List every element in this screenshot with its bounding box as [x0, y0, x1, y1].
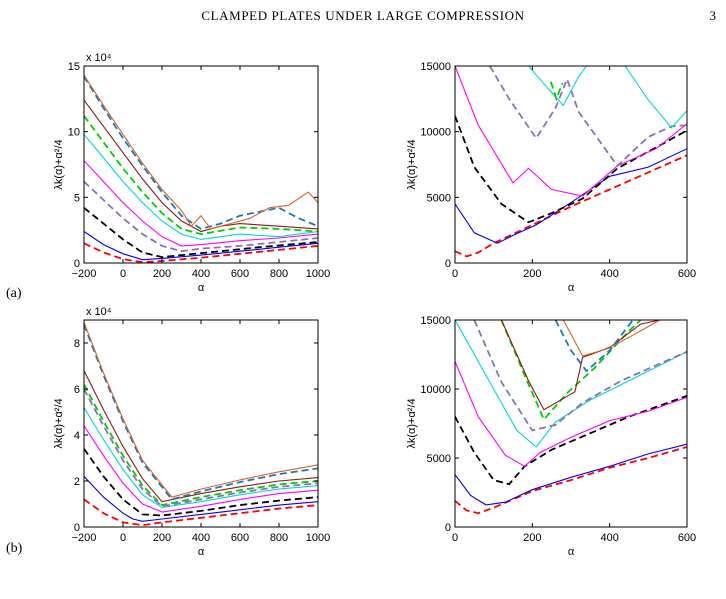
- series-line-a-right-6: [624, 66, 687, 129]
- x-axis-label-a-right: α: [568, 282, 575, 294]
- series-line-b-left-9: [84, 322, 318, 498]
- y-tick-label-a-left-1: 5: [74, 192, 80, 204]
- series-line-a-right-0: [455, 154, 687, 258]
- y-tick-label-b-left-2: 4: [74, 430, 80, 442]
- series-line-b-left-1: [84, 476, 318, 522]
- series-line-b-right-8: [554, 320, 634, 373]
- page-header: CLAMPED PLATES UNDER LARGE COMPRESSION 3: [0, 8, 726, 28]
- x-tick-label-a-left-4: 600: [231, 268, 249, 280]
- series-line-b-right-1: [455, 443, 687, 506]
- x-tick-label-a-right-1: 200: [523, 268, 541, 280]
- series-line-b-right-6: [500, 320, 642, 422]
- y-tick-label-b-right-2: 10000: [420, 384, 451, 396]
- y-axis-label-b-left: λk(α)+α²/4: [53, 398, 65, 448]
- x-tick-label-a-right-2: 400: [600, 268, 618, 280]
- y-tick-label-b-right-3: 15000: [420, 315, 451, 327]
- series-line-a-right-4: [489, 66, 687, 168]
- running-title: CLAMPED PLATES UNDER LARGE COMPRESSION: [201, 8, 525, 23]
- series-line-a-left-2: [84, 207, 318, 259]
- axes-frame-b-right: [454, 319, 688, 528]
- series-line-a-left-9: [84, 74, 318, 230]
- series-line-b-right-4: [455, 320, 687, 448]
- y-tick-label-a-right-2: 10000: [420, 127, 451, 139]
- x-tick-label-b-left-4: 600: [231, 532, 249, 544]
- y-tick-label-a-left-3: 15: [68, 61, 80, 73]
- series-line-a-right-2: [455, 115, 687, 224]
- series-line-b-left-0: [84, 498, 318, 527]
- x-axis-label-a-left: α: [198, 282, 205, 294]
- page-number: 3: [709, 8, 717, 23]
- y-tick-label-b-right-0: 0: [445, 522, 451, 534]
- series-line-b-left-2: [84, 448, 318, 517]
- y-axis-label-b-right: λk(α)+α²/4: [406, 398, 418, 448]
- series-line-a-right-3: [455, 66, 687, 197]
- y-tick-label-a-left-2: 10: [68, 127, 80, 139]
- y-multiplier-b-left: x 10⁴: [86, 306, 112, 318]
- x-tick-label-b-left-1: 0: [120, 532, 126, 544]
- x-tick-label-a-left-5: 800: [270, 268, 288, 280]
- x-tick-label-b-left-5: 800: [270, 532, 288, 544]
- series-line-a-left-4: [84, 160, 318, 247]
- series-line-b-right-9: [562, 320, 661, 357]
- series-line-b-right-3: [455, 361, 687, 467]
- y-tick-label-b-right-1: 5000: [427, 453, 451, 465]
- y-tick-label-b-left-4: 8: [74, 338, 80, 350]
- y-tick-label-a-right-3: 15000: [420, 61, 451, 73]
- series-line-b-left-3: [84, 425, 318, 513]
- series-line-a-left-8: [84, 76, 318, 230]
- series-line-b-right-7: [500, 320, 661, 411]
- x-axis-label-b-left: α: [198, 546, 205, 558]
- x-tick-label-a-right-3: 600: [678, 268, 696, 280]
- series-line-a-left-7: [84, 99, 318, 233]
- series-line-b-left-6: [84, 370, 318, 503]
- y-tick-label-b-left-0: 0: [74, 522, 80, 534]
- x-axis-label-b-right: α: [568, 546, 575, 558]
- x-tick-label-b-left-6: 1000: [306, 532, 330, 544]
- x-tick-label-b-right-3: 600: [678, 532, 696, 544]
- x-tick-label-a-left-2: 200: [153, 268, 171, 280]
- y-multiplier-a-left: x 10⁴: [86, 52, 112, 64]
- x-tick-label-a-left-0: −200: [72, 268, 97, 280]
- x-tick-label-b-left-2: 200: [153, 532, 171, 544]
- series-line-b-right-0: [455, 446, 687, 515]
- series-line-b-left-7: [84, 388, 318, 508]
- y-tick-label-b-left-3: 6: [74, 384, 80, 396]
- series-line-b-right-5: [473, 320, 687, 432]
- x-tick-label-b-right-0: 0: [452, 532, 458, 544]
- series-line-a-left-5: [84, 133, 318, 240]
- x-tick-label-b-right-1: 200: [523, 532, 541, 544]
- panel-label-b: (b): [6, 541, 23, 556]
- x-tick-label-a-left-3: 400: [192, 268, 210, 280]
- y-tick-label-a-right-0: 0: [445, 258, 451, 270]
- series-line-b-left-4: [84, 407, 318, 508]
- chart-b-right: 0 200 400 600 0 5000 10000 15000 α λk(α)+α²/4: [406, 315, 696, 558]
- figure-caption: [0, 574, 726, 596]
- y-tick-label-a-right-1: 5000: [427, 192, 451, 204]
- series-line-a-left-3: [84, 180, 318, 253]
- series-line-a-left-6: [84, 115, 318, 236]
- x-tick-label-a-left-6: 1000: [306, 268, 330, 280]
- panel-label-a: (a): [6, 286, 22, 301]
- series-line-a-right-1: [455, 148, 687, 244]
- x-tick-label-a-left-1: 0: [120, 268, 126, 280]
- series-line-a-right-5: [528, 66, 587, 107]
- axes-frame-a-right: [454, 65, 688, 264]
- series-line-a-right-7: [550, 81, 564, 102]
- x-tick-label-b-left-0: −200: [72, 532, 97, 544]
- y-tick-label-a-left-0: 0: [74, 258, 80, 270]
- series-line-b-left-8: [84, 324, 318, 501]
- x-tick-label-b-right-2: 400: [600, 532, 618, 544]
- y-tick-label-b-left-1: 2: [74, 476, 80, 488]
- series-line-a-left-1: [84, 231, 318, 261]
- series-line-b-left-5: [84, 383, 318, 507]
- y-axis-label-a-right: λk(α)+α²/4: [406, 139, 418, 189]
- x-tick-label-b-left-3: 400: [192, 532, 210, 544]
- y-axis-label-a-left: λk(α)+α²/4: [53, 139, 65, 189]
- chart-a-right: 0 200 400 600 0 5000 10000 15000 α λk(α)+α²/4: [406, 61, 696, 294]
- x-tick-label-a-right-0: 0: [452, 268, 458, 280]
